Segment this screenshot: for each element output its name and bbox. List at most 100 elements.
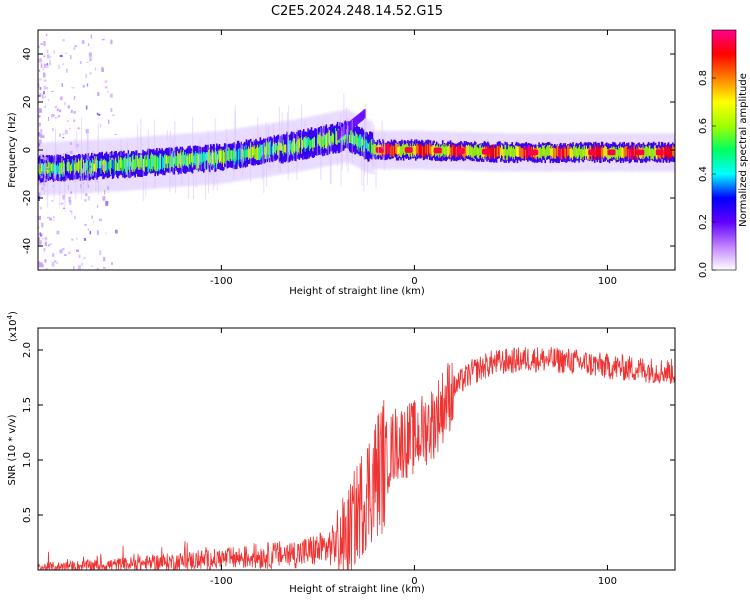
ridge-core [314,136,316,148]
noise-speck [74,215,76,220]
y-tick-label: 0.5 [22,507,33,523]
noise-speck [66,165,69,167]
ridge-core [205,152,208,161]
noise-speck [85,194,88,196]
noise-streak [364,140,366,174]
ridge-core [152,154,155,167]
ridge-core [208,149,210,163]
ridge-core [466,144,468,156]
colorbar-ticks: 0.0 0.2 0.4 0.6 0.8 [698,70,716,278]
ridge-core [335,127,337,144]
ridge-core [651,148,653,159]
noise-speck [78,254,81,259]
snr-scale-text: (x10 [8,319,19,342]
ridge-core [415,143,418,155]
ridge-core [499,145,501,157]
ridge-core [629,148,632,159]
ridge-core [153,155,156,169]
ridge-core [99,160,102,169]
ridge-core [414,144,416,155]
ridge-core [583,145,586,157]
ridge-core [504,145,507,156]
noise-speck [62,63,64,65]
ridge-core [615,146,618,158]
ridge-core [543,145,546,156]
ridge-core [633,145,636,156]
noise-streak [195,155,197,189]
ridge-core [333,134,335,144]
noise-streak [74,138,76,149]
noise-speck [79,169,81,171]
ridge-core [494,148,496,159]
noise-speck [58,64,60,69]
ridge-core [606,147,608,158]
ridge-core [507,149,509,160]
ridge-core [230,150,233,161]
x-tick-label: -100 [210,576,233,587]
ridge-core [258,146,261,161]
noise-speck [90,34,93,39]
noise-speck [64,174,66,176]
snr-scale-close: ) [8,311,19,315]
ridge-core [492,147,494,159]
ridge-core [556,145,559,156]
noise-streak [340,136,342,187]
ridge-core [497,146,500,157]
ridge-core [318,134,321,146]
noise-speck [52,185,54,187]
noise-streak [80,168,82,191]
ridge-core [237,148,240,166]
ridge-core [418,144,421,155]
ridge-core [218,149,221,163]
ridge-spur [361,111,363,121]
ridge-core [214,151,216,169]
ridge-core [248,146,250,160]
noise-streak [192,174,194,199]
noise-speck [59,54,63,58]
noise-speck [73,47,76,50]
ridge-core [315,135,317,146]
ridge-core [582,149,585,161]
y-tick-label: 40 [22,48,33,61]
ridge-core [625,146,627,157]
ridge-core [182,151,184,165]
noise-speck [104,190,106,195]
ridge-core [552,148,554,159]
ridge-core [348,127,350,143]
ridge-core [206,152,209,161]
noise-speck [60,96,63,101]
noise-speck [87,43,90,46]
noise-streak [293,130,295,161]
ridge-core [507,144,510,156]
noise-speck [62,136,65,139]
ridge-core [224,149,227,165]
noise-speck [110,39,113,45]
ridge-core [586,148,589,160]
noise-speck [95,67,97,71]
noise-speck [101,67,104,70]
ridge-core [155,155,157,172]
ridge-core [64,163,66,174]
ridge-core [303,136,306,148]
ridge-core [51,163,53,173]
ridge-core [544,147,547,159]
ridge-core [631,145,633,156]
ridge-core [177,152,180,169]
snr-series-line [38,346,675,570]
ridge-core [123,158,125,171]
ridge-core [500,144,503,156]
ridge-core [249,148,251,159]
ridge-core [151,154,154,171]
ridge-core [430,143,433,154]
ridge-core [190,153,193,163]
ridge-core [256,147,258,161]
ridge-core [429,145,432,157]
ridge-core [130,157,132,167]
noise-streak [81,117,83,163]
ridge-core [257,147,260,160]
ridge-core [219,150,222,164]
noise-speck [100,123,102,128]
ridge-core [89,161,91,175]
noise-speck [38,240,41,245]
ridge-core [342,129,344,146]
